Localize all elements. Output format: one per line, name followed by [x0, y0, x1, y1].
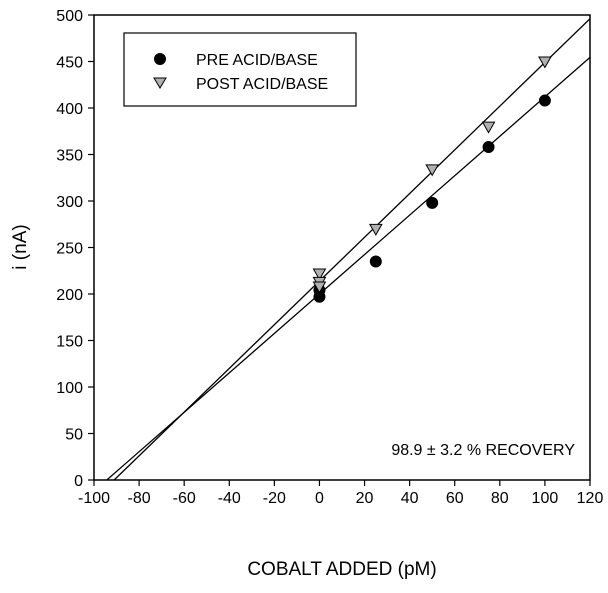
legend: PRE ACID/BASE POST ACID/BASE: [123, 32, 357, 107]
fit-lines: [106, 18, 590, 480]
x-tick-label: -40: [218, 490, 241, 507]
x-tick-label: -60: [173, 490, 196, 507]
y-tick-label: 150: [56, 334, 83, 351]
data-point-pre: [482, 141, 495, 154]
data-point-post: [368, 223, 383, 236]
y-tick-label: 250: [56, 241, 83, 258]
recovery-annotation: 98.9 ± 3.2 % RECOVERY: [391, 442, 575, 459]
y-tick-label: 300: [56, 194, 83, 211]
y-tick-label: 350: [56, 148, 83, 165]
x-tick-label: 80: [491, 490, 509, 507]
data-markers: [312, 56, 552, 303]
data-point-post: [312, 281, 327, 294]
legend-label-pre: PRE ACID/BASE: [196, 52, 318, 69]
y-tick-label: 100: [56, 380, 83, 397]
x-tick-label: -20: [263, 490, 286, 507]
y-tick-label: 200: [56, 287, 83, 304]
y-tick-label: 450: [56, 55, 83, 72]
y-tick-label: 0: [74, 473, 83, 490]
x-tick-label: 20: [356, 490, 374, 507]
y-tick-label: 50: [65, 427, 83, 444]
data-point-pre: [538, 94, 551, 107]
y-tick-label: 400: [56, 101, 83, 118]
y-axis-ticks: 0 50 100 150 200 250 300 350 400 450 500: [56, 8, 94, 490]
data-point-post: [481, 121, 496, 134]
x-axis-ticks: -100 -80 -60 -40 -20 0 20 40 60 80 100 120: [78, 480, 603, 507]
data-point-post: [312, 268, 327, 281]
data-point-post: [538, 56, 552, 69]
x-tick-label: -100: [78, 490, 110, 507]
legend-label-post: POST ACID/BASE: [196, 76, 328, 93]
legend-marker-post: [153, 77, 167, 89]
x-tick-label: -80: [128, 490, 151, 507]
x-tick-label: 120: [577, 490, 604, 507]
legend-marker-pre: [154, 53, 166, 65]
data-point-pre: [426, 196, 439, 209]
x-tick-label: 60: [446, 490, 464, 507]
legend-box: [123, 32, 357, 107]
data-point-pre: [369, 255, 382, 268]
x-tick-label: 40: [401, 490, 419, 507]
x-tick-label: 0: [315, 490, 324, 507]
data-point-post: [425, 164, 440, 177]
fit-line-post: [113, 18, 590, 480]
y-axis-title: i (nA): [10, 224, 31, 269]
y-tick-label: 500: [56, 8, 83, 25]
x-tick-label: 100: [532, 490, 559, 507]
x-axis-title: COBALT ADDED (pM): [247, 559, 436, 580]
